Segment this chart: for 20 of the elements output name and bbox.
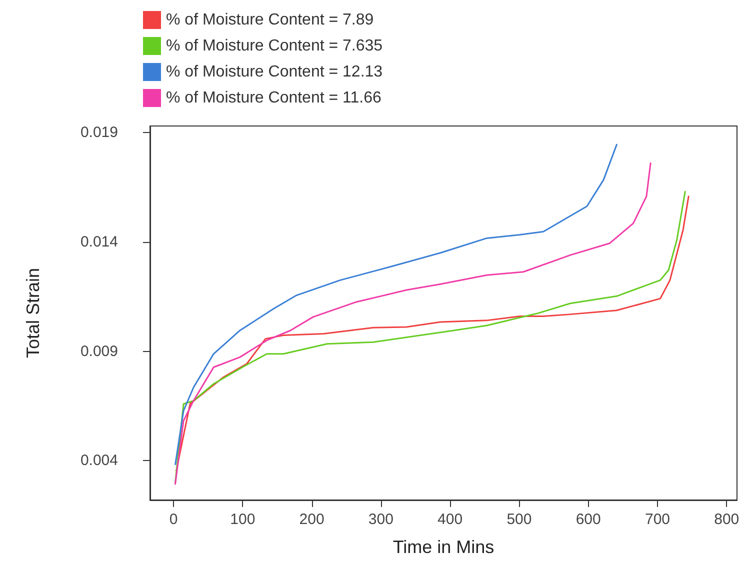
legend-label: % of Moisture Content = 7.89 [166,12,374,28]
legend-label: % of Moisture Content = 11.66 [166,90,382,106]
y-tick-label: 0.019 [80,124,118,142]
x-tick-label: 800 [714,511,740,528]
x-tick-label: 600 [576,511,601,528]
legend-label: % of Moisture Content = 12.13 [166,64,383,80]
y-tick-label: 0.014 [80,233,118,250]
x-tick-label: 700 [644,511,670,528]
legend-label: % of Moisture Content = 7.635 [166,38,383,54]
x-tick-label: 500 [506,511,532,528]
line-series [174,144,618,466]
x-tick-label: 0 [169,511,178,528]
y-axis-title: Total Strain [23,268,43,358]
x-tick-label: 300 [368,511,394,528]
y-tick-label: 0.004 [80,452,118,470]
x-tick-label: 200 [299,511,324,528]
y-tick-label: 0.009 [80,342,118,360]
x-axis-title: Time in Mins [392,537,494,557]
x-tick-label: 100 [230,511,256,528]
x-tick-label: 400 [438,511,463,528]
